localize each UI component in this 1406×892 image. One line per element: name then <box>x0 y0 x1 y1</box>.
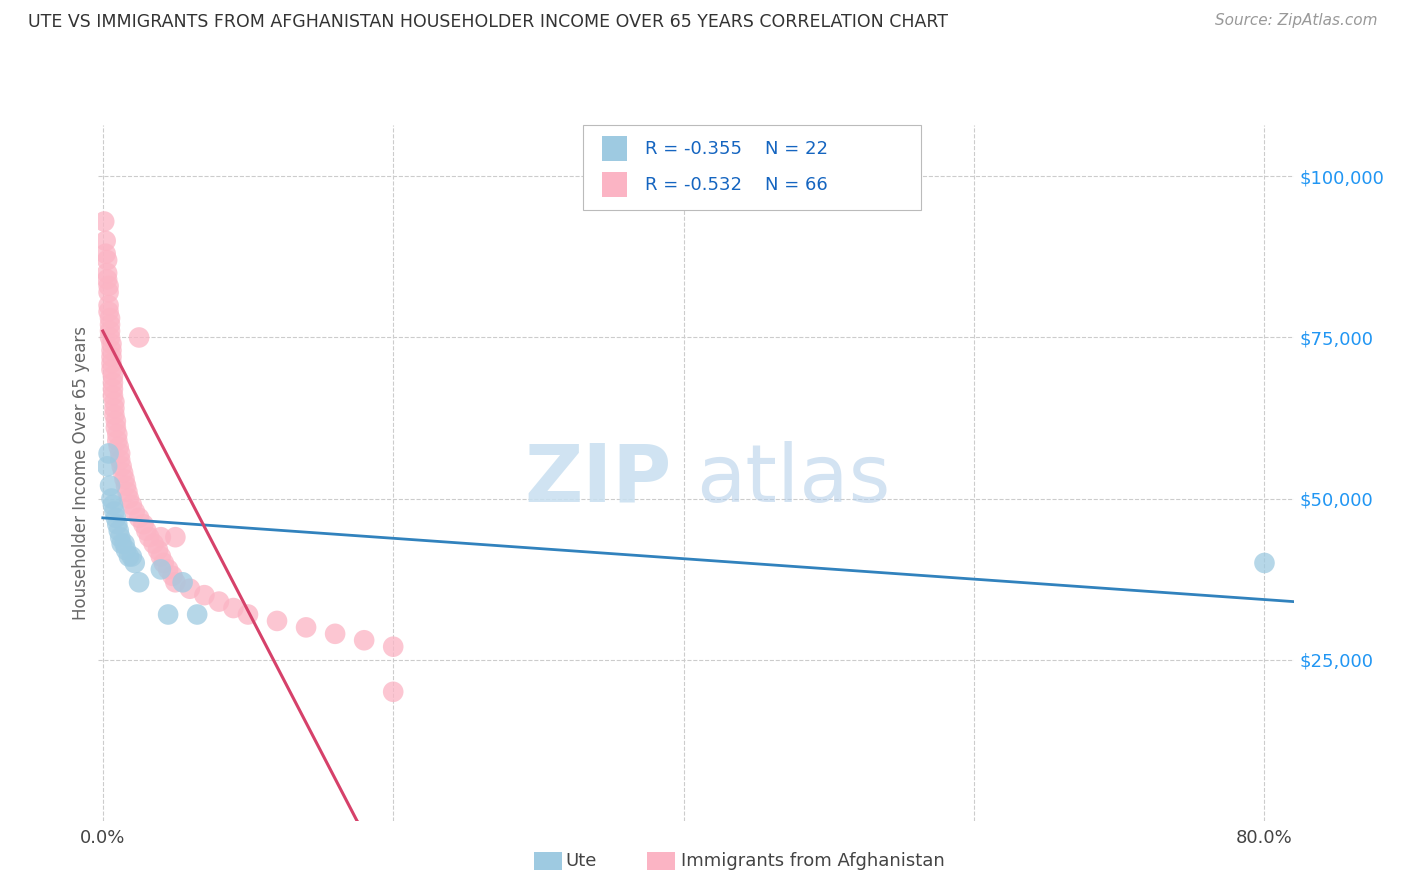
Point <box>149 562 172 576</box>
Point <box>146 543 169 558</box>
Point <box>121 549 143 564</box>
Point <box>94 246 117 260</box>
Point <box>186 607 208 622</box>
Text: Source: ZipAtlas.com: Source: ZipAtlas.com <box>1215 13 1378 29</box>
Point <box>108 530 131 544</box>
Point <box>105 434 128 448</box>
Point <box>152 556 174 570</box>
Point <box>103 408 125 422</box>
Point <box>114 472 136 486</box>
Point <box>98 478 121 492</box>
Point <box>208 594 231 608</box>
Point <box>100 350 122 364</box>
Point <box>111 459 134 474</box>
Point <box>104 414 127 428</box>
Text: Immigrants from Afghanistan: Immigrants from Afghanistan <box>681 852 945 870</box>
Point <box>97 285 120 300</box>
Point <box>179 582 201 596</box>
Point <box>1253 556 1275 570</box>
Text: R = -0.532    N = 66: R = -0.532 N = 66 <box>645 176 828 194</box>
Point <box>104 420 127 434</box>
Point <box>108 446 131 460</box>
Point <box>101 498 124 512</box>
Point <box>100 337 122 351</box>
Point <box>117 485 139 500</box>
Point <box>108 453 131 467</box>
Point <box>121 498 143 512</box>
Point <box>149 530 172 544</box>
Point <box>100 356 122 370</box>
Point <box>118 549 141 564</box>
Text: atlas: atlas <box>696 441 890 519</box>
Point <box>107 440 129 454</box>
Point <box>128 511 150 525</box>
Point <box>142 536 165 550</box>
Point <box>101 369 124 384</box>
Point <box>115 543 138 558</box>
Point <box>97 304 120 318</box>
Point <box>94 234 117 248</box>
Point <box>382 640 405 654</box>
Point <box>107 524 129 538</box>
Point <box>149 549 172 564</box>
Point <box>323 627 346 641</box>
Point <box>96 253 118 268</box>
Point <box>157 562 180 576</box>
Point <box>101 382 124 396</box>
Point <box>128 330 150 344</box>
Point <box>193 588 215 602</box>
Point <box>103 504 125 518</box>
Point <box>100 343 122 358</box>
Point <box>124 556 146 570</box>
Point <box>162 569 184 583</box>
Text: ZIP: ZIP <box>524 441 672 519</box>
Text: UTE VS IMMIGRANTS FROM AFGHANISTAN HOUSEHOLDER INCOME OVER 65 YEARS CORRELATION : UTE VS IMMIGRANTS FROM AFGHANISTAN HOUSE… <box>28 13 948 31</box>
Y-axis label: Householder Income Over 65 years: Householder Income Over 65 years <box>72 326 90 620</box>
Point <box>97 446 120 460</box>
Point <box>103 401 125 416</box>
Point <box>100 491 122 506</box>
Point <box>96 272 118 286</box>
Point <box>104 511 127 525</box>
Point <box>157 607 180 622</box>
Point <box>165 530 187 544</box>
Point <box>382 685 405 699</box>
Text: R = -0.355    N = 22: R = -0.355 N = 22 <box>645 140 828 158</box>
Point <box>118 491 141 506</box>
Point <box>128 575 150 590</box>
Point <box>105 427 128 442</box>
Point <box>97 298 120 312</box>
Point <box>98 311 121 326</box>
Point <box>132 517 155 532</box>
Point <box>114 536 136 550</box>
Point <box>115 478 138 492</box>
Point <box>222 601 245 615</box>
Point <box>112 466 135 480</box>
Point <box>97 279 120 293</box>
Point <box>165 575 187 590</box>
Point <box>100 362 122 376</box>
Point <box>93 214 115 228</box>
Point <box>98 330 121 344</box>
Point <box>295 620 318 634</box>
Point <box>103 395 125 409</box>
Text: Ute: Ute <box>565 852 596 870</box>
Point <box>105 517 128 532</box>
Point <box>138 530 160 544</box>
Point <box>172 575 194 590</box>
Point <box>98 324 121 338</box>
Point <box>96 459 118 474</box>
Point <box>266 614 288 628</box>
Point <box>135 524 157 538</box>
Point <box>96 266 118 280</box>
Point <box>98 318 121 332</box>
Point <box>236 607 259 622</box>
Point <box>124 504 146 518</box>
Point <box>101 376 124 390</box>
Point <box>111 536 134 550</box>
Point <box>353 633 375 648</box>
Point <box>101 388 124 402</box>
